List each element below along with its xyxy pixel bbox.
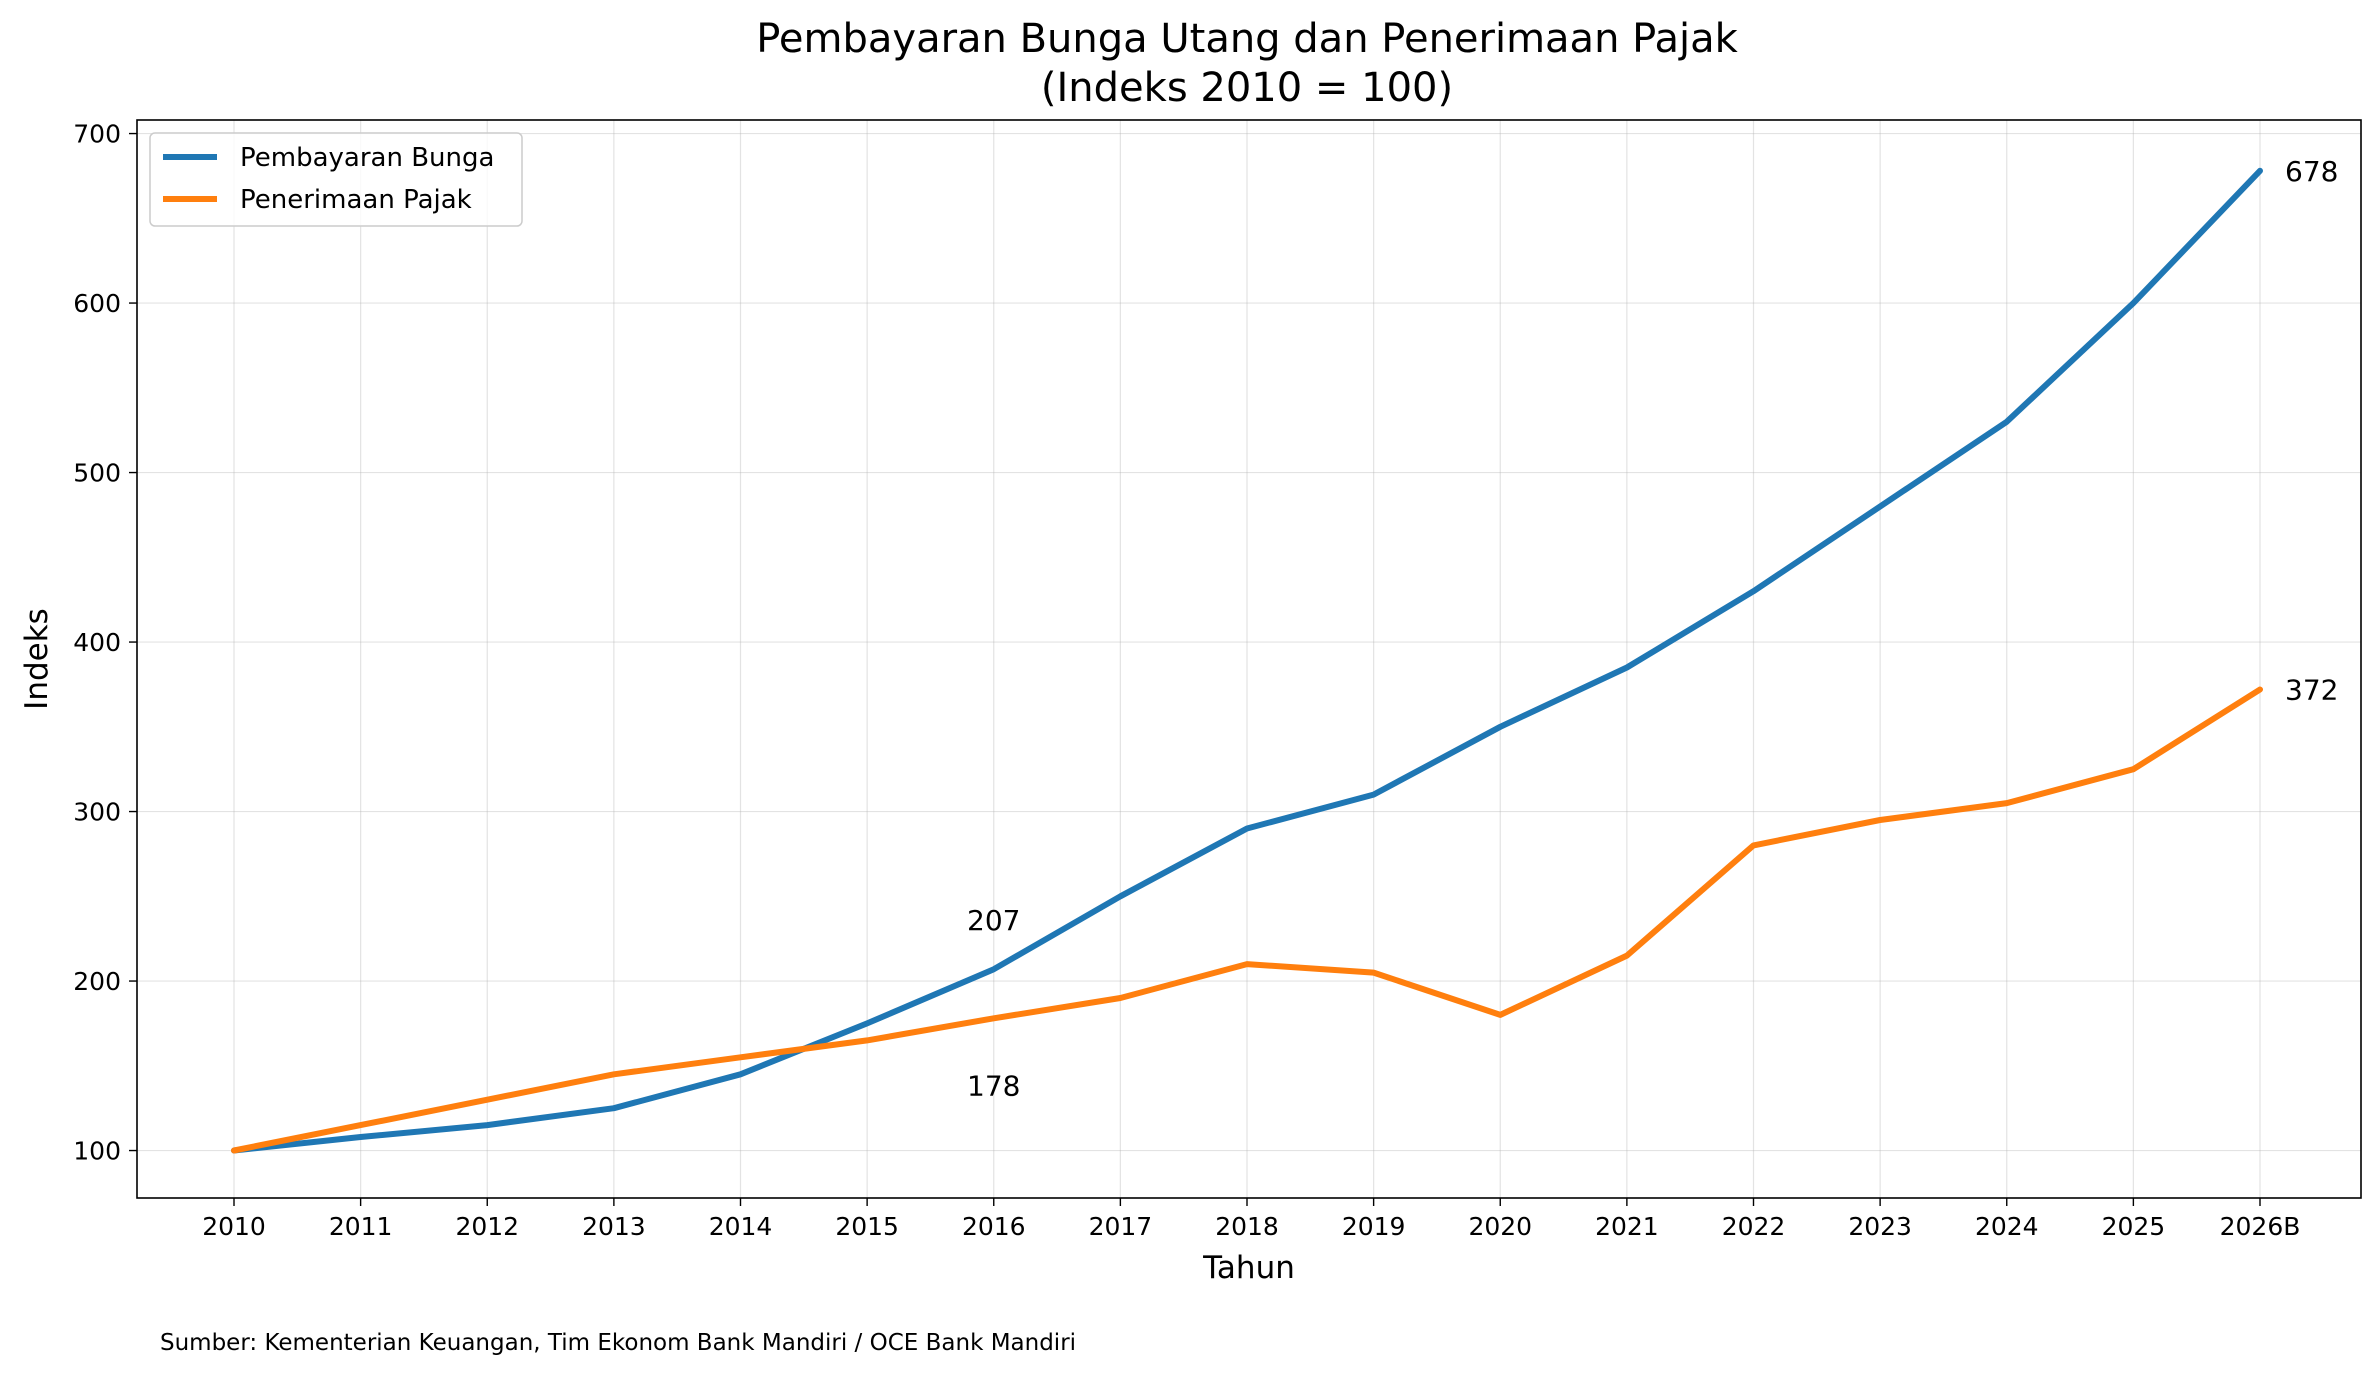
x-tick-label-2017: 2017: [1089, 1212, 1153, 1241]
series-line-pembayaran-bunga: [231, 167, 2263, 1154]
x-tick-label-2016: 2016: [962, 1212, 1026, 1241]
y-tick-label-300: 300: [73, 798, 121, 827]
x-tick-label-2011: 2011: [329, 1212, 393, 1241]
chart-title-line2: (Indeks 2010 = 100): [1041, 65, 1453, 111]
x-tick-label-2024: 2024: [1975, 1212, 2039, 1241]
series-lines: [231, 167, 2263, 1154]
chart-title-line1: Pembayaran Bunga Utang dan Penerimaan Pa…: [756, 16, 1738, 62]
x-tick-label-2019: 2019: [1342, 1212, 1406, 1241]
source-note: Sumber: Kementerian Keuangan, Tim Ekonom…: [160, 1330, 1077, 1356]
x-tick-label-2012: 2012: [455, 1212, 519, 1241]
y-tick-label-500: 500: [73, 459, 121, 488]
x-tick-label-2013: 2013: [582, 1212, 646, 1241]
x-tick-label-2015: 2015: [835, 1212, 899, 1241]
x-tick-label-2022: 2022: [1722, 1212, 1786, 1241]
annotations: 207 178 678 372: [967, 155, 2338, 1102]
y-tick-label-700: 700: [73, 120, 121, 149]
y-axis-label: Indeks: [19, 608, 55, 710]
series-line-penerimaan-pajak: [231, 686, 2263, 1154]
annotation-372: 372: [2285, 674, 2338, 707]
annotation-207: 207: [967, 904, 1020, 937]
x-tick-label-2010: 2010: [202, 1212, 266, 1241]
x-tick-label-2020: 2020: [1468, 1212, 1532, 1241]
x-tick-label-2023: 2023: [1848, 1212, 1912, 1241]
x-axis-ticks: 2010 2011 2012 2013 2014 2015 2016 2017 2018 2019…: [202, 1198, 2300, 1241]
y-tick-label-600: 600: [73, 289, 121, 318]
x-axis-label: Tahun: [1202, 1250, 1295, 1286]
x-tick-label-2014: 2014: [709, 1212, 773, 1241]
y-axis-ticks: 100 200 300 400 500 600 700: [73, 120, 137, 1166]
grid-lines: [137, 120, 2361, 1198]
x-tick-label-2026b: 2026B: [2220, 1212, 2301, 1241]
plot-frame: [136, 119, 2362, 1199]
annotation-178: 178: [967, 1069, 1020, 1102]
legend-label-penerimaan-pajak: Penerimaan Pajak: [240, 185, 472, 215]
y-tick-label-400: 400: [73, 628, 121, 657]
annotation-678: 678: [2285, 155, 2338, 188]
x-tick-label-2018: 2018: [1215, 1212, 1279, 1241]
legend-box: [149, 132, 523, 227]
x-tick-label-2025: 2025: [2102, 1212, 2166, 1241]
y-tick-label-200: 200: [73, 967, 121, 996]
legend-label-pembayaran-bunga: Pembayaran Bunga: [240, 143, 494, 173]
x-tick-label-2021: 2021: [1595, 1212, 1659, 1241]
y-tick-label-100: 100: [73, 1137, 121, 1166]
legend: Pembayaran Bunga Penerimaan Pajak: [149, 132, 523, 227]
